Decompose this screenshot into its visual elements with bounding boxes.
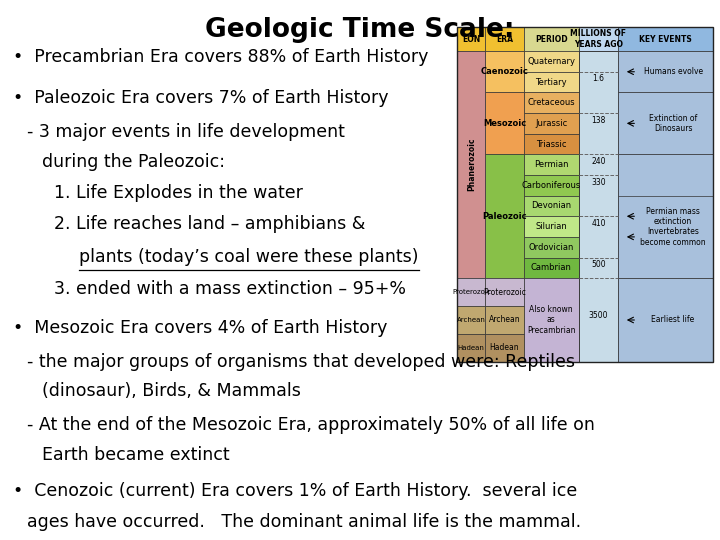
Text: Tertiary: Tertiary [536,78,567,86]
Text: Humans evolve: Humans evolve [644,68,703,76]
Bar [485,334,523,362]
Bar [523,195,579,216]
Bar [523,113,579,134]
Bar [485,51,523,92]
Bar [485,27,523,51]
Text: KEY EVENTS: KEY EVENTS [639,35,692,44]
Bar [523,92,579,113]
Text: EON: EON [462,35,480,44]
Bar [523,51,579,72]
Text: 1. Life Explodes in the water: 1. Life Explodes in the water [54,184,303,202]
Text: 330: 330 [591,178,606,187]
Text: Cretaceous: Cretaceous [527,98,575,107]
Bar [523,258,579,278]
Text: 500: 500 [591,260,606,269]
Text: 240: 240 [591,157,606,166]
Text: Archean: Archean [456,317,486,323]
Text: Mesozoic: Mesozoic [483,119,526,128]
Bar [579,51,618,362]
Text: 1.6: 1.6 [593,75,604,84]
Bar [523,175,579,195]
Text: Cambrian: Cambrian [531,264,572,272]
Text: - the major groups of organisms that developed were: Reptiles: - the major groups of organisms that dev… [27,353,575,371]
Text: 410: 410 [591,219,606,228]
Text: Permian: Permian [534,160,568,169]
Text: Archean: Archean [489,315,521,325]
Text: Quaternary: Quaternary [527,57,575,66]
Bar [523,216,579,237]
Text: 138: 138 [591,116,606,125]
Bar [457,27,713,362]
Text: PERIOD: PERIOD [535,35,567,44]
Bar [485,92,523,154]
Text: Silurian: Silurian [535,222,567,231]
Text: during the Paleozoic:: during the Paleozoic: [42,153,225,171]
Text: Permian mass
extinction: Permian mass extinction [646,207,700,226]
Text: Invertebrates
become common: Invertebrates become common [640,227,706,247]
Text: Devonian: Devonian [531,201,571,211]
Text: Jurassic: Jurassic [535,119,567,128]
Text: Earliest life: Earliest life [652,315,695,325]
Bar [618,278,713,362]
Bar [485,154,523,278]
Text: - At the end of the Mesozoic Era, approximately 50% of all life on: - At the end of the Mesozoic Era, approx… [27,416,595,434]
Text: Proterozoic: Proterozoic [483,288,526,296]
Bar [457,334,485,362]
Bar [618,27,713,51]
Bar [523,134,579,154]
Text: Ordovician: Ordovician [528,242,574,252]
Text: •  Cenozoic (current) Era covers 1% of Earth History.  several ice: • Cenozoic (current) Era covers 1% of Ea… [13,482,577,501]
Text: Geologic Time Scale:: Geologic Time Scale: [205,17,515,43]
Text: Carboniferous: Carboniferous [521,181,581,190]
Text: Earth became extinct: Earth became extinct [42,446,230,464]
Text: Triassic: Triassic [536,139,567,148]
Text: Extinction of
Dinosaurs: Extinction of Dinosaurs [649,113,697,133]
Bar [523,278,579,362]
Text: MILLIONS OF
YEARS AGO: MILLIONS OF YEARS AGO [570,29,626,49]
Text: - 3 major events in life development: - 3 major events in life development [27,123,345,141]
Text: •  Paleozoic Era covers 7% of Earth History: • Paleozoic Era covers 7% of Earth Histo… [13,89,389,107]
Bar [457,278,485,306]
Bar [579,27,618,51]
Bar [485,306,523,334]
Text: Also known
as
Precambrian: Also known as Precambrian [527,305,575,335]
Bar [485,278,523,306]
Text: Hadean: Hadean [490,343,519,353]
Bar [457,306,485,334]
Text: Caenozoic: Caenozoic [480,68,528,76]
Bar [618,51,713,362]
Text: Proterozoic: Proterozoic [452,289,490,295]
Bar [618,92,713,154]
Bar [457,51,485,278]
Bar [523,72,579,92]
Bar [523,27,579,51]
Text: 2. Life reaches land – amphibians &: 2. Life reaches land – amphibians & [54,215,365,233]
Bar [523,237,579,258]
Bar [457,27,485,51]
Text: Hadean: Hadean [458,345,485,351]
Text: •  Precambrian Era covers 88% of Earth History: • Precambrian Era covers 88% of Earth Hi… [13,48,428,66]
Text: Phanerozoic: Phanerozoic [467,138,476,191]
Text: •  Mesozoic Era covers 4% of Earth History: • Mesozoic Era covers 4% of Earth Histor… [13,319,387,337]
Text: plants (today’s coal were these plants): plants (today’s coal were these plants) [79,247,419,266]
Text: ages have occurred.   The dominant animal life is the mammal.: ages have occurred. The dominant animal … [27,513,582,531]
Text: Paleozoic: Paleozoic [482,212,527,221]
Bar [523,154,579,175]
Text: ERA: ERA [496,35,513,44]
Bar [618,154,713,278]
Text: (dinosaur), Birds, & Mammals: (dinosaur), Birds, & Mammals [42,382,301,401]
Bar [618,195,713,278]
Bar [618,51,713,92]
Text: 3500: 3500 [589,312,608,320]
Text: 3. ended with a mass extinction – 95+%: 3. ended with a mass extinction – 95+% [54,280,406,298]
Bar [579,51,618,362]
